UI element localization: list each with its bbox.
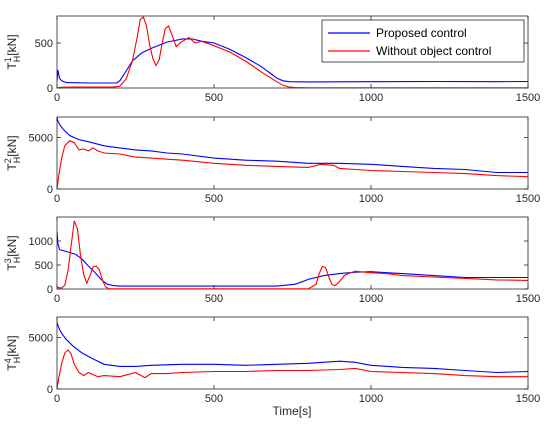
subplot-3: 0 500 1000 1500 0 500 1000 T3H[kN] [3,216,540,305]
x-tick-label: 1500 [516,193,540,205]
y-tick-label: 0 [47,83,53,95]
series-line-without [57,16,528,88]
series-line-without [57,220,528,289]
y-axis-label: T3H[kN] [3,235,22,270]
y-axis-label: T2H[kN] [3,135,22,170]
y-tick-label: 0 [47,284,53,296]
legend-box [321,19,525,63]
y-tick-label: 5000 [29,133,53,145]
series-line-without [57,349,528,389]
subplots: 0 500 1000 1500 0 500 T1H[kN] Proposed control W… [3,15,540,405]
x-tick-label: 1500 [516,92,540,104]
x-tick-label: 1000 [359,393,383,405]
y-tick-label: 0 [47,184,53,196]
x-tick-label: 1000 [359,293,383,305]
series-line-proposed [57,231,528,287]
series-line-without [57,140,528,189]
legend-label: Proposed control [376,26,467,40]
y-axis-label: T1H[kN] [3,34,22,69]
x-tick-label: 500 [205,193,223,205]
legend: Proposed control Without object control [321,19,525,63]
x-axis-label: Time[s] [273,404,312,418]
x-tick-label: 0 [54,293,60,305]
x-tick-label: 0 [54,92,60,104]
legend-label: Without object control [376,44,491,58]
y-tick-label: 500 [35,260,53,272]
subplot-1: 0 500 1000 1500 0 500 T1H[kN] Proposed control W… [3,15,540,104]
x-tick-label: 1500 [516,293,540,305]
x-tick-label: 1500 [516,393,540,405]
x-tick-label: 500 [205,92,223,104]
axes-box [56,116,529,190]
series-line-proposed [57,117,528,174]
y-tick-label: 0 [47,384,53,396]
y-axis-label: T4H[kN] [3,335,22,370]
series-line-proposed [57,321,528,374]
subplot-4: 0 500 1000 1500 0 5000 T4H[kN] [3,316,540,405]
x-tick-label: 0 [54,193,60,205]
y-tick-label: 500 [35,38,53,50]
y-tick-label: 5000 [29,333,53,345]
x-tick-label: 1000 [359,92,383,104]
subplot-2: 0 500 1000 1500 0 5000 T2H[kN] [3,116,540,205]
axes-box [56,316,529,390]
x-tick-label: 500 [205,393,223,405]
x-tick-label: 1000 [359,193,383,205]
x-tick-label: 500 [205,293,223,305]
y-tick-label: 1000 [29,236,53,248]
x-tick-label: 0 [54,393,60,405]
